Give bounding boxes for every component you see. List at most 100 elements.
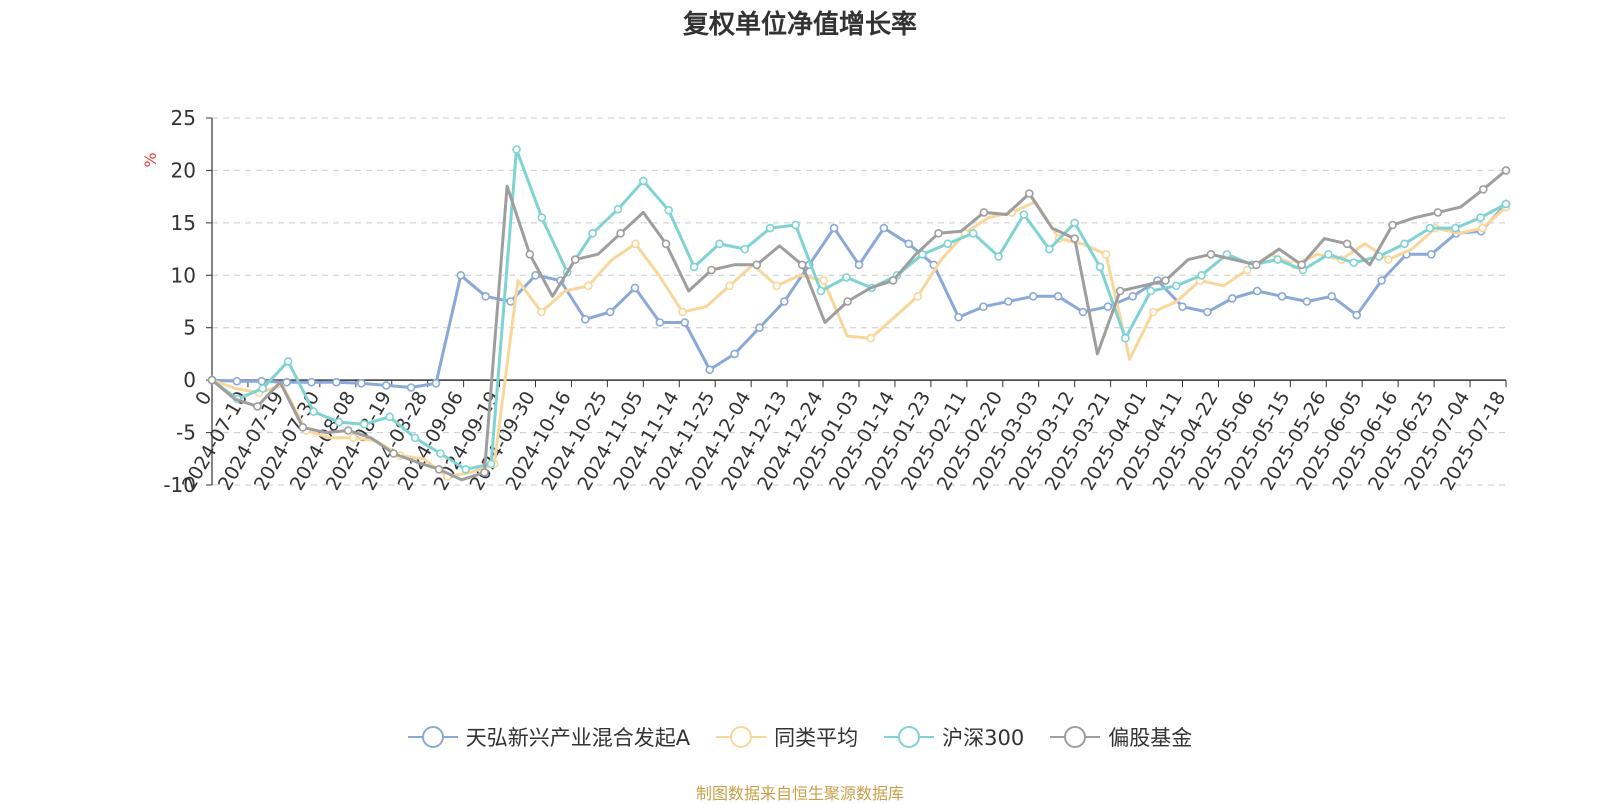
series-point-3 xyxy=(1433,208,1443,217)
series-point-3 xyxy=(1501,166,1511,175)
series-point-3 xyxy=(480,468,489,477)
series-point-0 xyxy=(1377,276,1386,285)
series-point-2 xyxy=(1095,262,1105,272)
series-point-0 xyxy=(1352,310,1361,320)
series-point-2 xyxy=(1324,250,1333,259)
series-point-0 xyxy=(779,297,789,306)
series-point-0 xyxy=(1228,294,1237,303)
series-point-3 xyxy=(389,449,398,458)
series-point-0 xyxy=(655,318,665,327)
series-point-0 xyxy=(1103,302,1113,312)
series-point-3 xyxy=(661,239,671,249)
legend: 天弘新兴产业混合发起A 同类平均 沪深300 偏股基金 xyxy=(0,722,1600,752)
series-point-2 xyxy=(1146,286,1156,296)
series-point-1 xyxy=(1384,255,1393,264)
series-point-3 xyxy=(616,229,625,238)
series-point-0 xyxy=(680,318,690,327)
series-point-0 xyxy=(506,297,515,306)
series-point-2 xyxy=(689,262,699,272)
series-point-0 xyxy=(1053,291,1063,301)
source-note: 制图数据来自恒生聚源数据库 xyxy=(695,784,904,803)
series-point-0 xyxy=(431,378,441,388)
series-point-3 xyxy=(888,276,898,285)
legend-line-icon xyxy=(884,726,935,748)
series-point-2 xyxy=(994,252,1003,261)
series-point-0 xyxy=(755,323,764,333)
y-tick-label: 20 xyxy=(171,158,196,182)
series-point-3 xyxy=(979,208,989,217)
series-point-2 xyxy=(486,459,496,469)
series-point-3 xyxy=(707,265,716,275)
chart-title: 复权单位净值增长率 xyxy=(682,10,917,40)
series-point-2 xyxy=(283,356,293,366)
series-point-0 xyxy=(904,239,914,249)
series-point-1 xyxy=(772,281,782,291)
legend-line-icon xyxy=(1050,726,1101,748)
series-point-3 xyxy=(1297,260,1306,270)
legend-label: 天弘新兴产业混合发起A xyxy=(465,726,691,750)
series-point-0 xyxy=(1302,297,1312,306)
series-point-0 xyxy=(356,378,366,388)
series-point-2 xyxy=(740,244,750,254)
series-point-3 xyxy=(343,426,353,435)
series-point-0 xyxy=(1277,291,1287,301)
series-point-0 xyxy=(531,270,540,280)
series-point-0 xyxy=(705,365,715,375)
series-point-3 xyxy=(1342,239,1352,249)
series-point-2 xyxy=(334,417,344,427)
series-point-2 xyxy=(1019,210,1029,219)
series-point-2 xyxy=(1425,223,1435,233)
y-tick-label: 0 xyxy=(183,368,196,392)
series-line-3 xyxy=(211,169,1507,482)
series-point-1 xyxy=(1242,265,1252,275)
legend-item[interactable]: 沪深300 xyxy=(884,722,1024,752)
series-point-0 xyxy=(1427,250,1436,259)
series-point-0 xyxy=(1028,291,1038,301)
series-point-3 xyxy=(934,229,943,238)
series-point-3 xyxy=(1070,234,1079,243)
legend-item[interactable]: 偏股基金 xyxy=(1050,722,1192,752)
series-point-3 xyxy=(434,464,444,474)
legend-item[interactable]: 天弘新兴产业混合发起A xyxy=(407,722,691,752)
series-point-1 xyxy=(537,307,546,317)
series-point-2 xyxy=(715,239,724,249)
y-tick-label: 25 xyxy=(171,106,196,130)
series-point-2 xyxy=(1451,223,1460,233)
series-point-0 xyxy=(406,383,416,392)
series-point-2 xyxy=(309,407,318,416)
series-point-2 xyxy=(385,412,394,422)
series-point-0 xyxy=(232,376,242,386)
y-tick-label: 10 xyxy=(171,263,196,287)
series-point-1 xyxy=(866,333,876,343)
series-layer xyxy=(207,145,1511,482)
series-point-1 xyxy=(913,291,923,301)
series-point-2 xyxy=(841,273,851,282)
grid-layer xyxy=(212,117,1506,486)
series-point-3 xyxy=(797,260,807,270)
legend-label: 偏股基金 xyxy=(1108,726,1193,750)
series-point-2 xyxy=(791,220,800,230)
series-point-3 xyxy=(1115,286,1125,296)
legend-item[interactable]: 同类平均 xyxy=(716,722,858,752)
legend-label: 沪深300 xyxy=(942,726,1025,750)
series-point-3 xyxy=(525,250,535,259)
series-point-0 xyxy=(332,377,341,387)
series-point-0 xyxy=(829,223,839,233)
series-point-0 xyxy=(630,283,640,293)
series-line-1 xyxy=(211,200,1507,479)
series-point-2 xyxy=(613,204,623,214)
series-point-2 xyxy=(359,419,369,429)
series-point-2 xyxy=(461,464,471,474)
series-point-0 xyxy=(580,314,590,324)
series-point-3 xyxy=(207,375,217,385)
series-point-0 xyxy=(307,377,316,387)
series-point-0 xyxy=(730,349,739,359)
series-point-0 xyxy=(282,377,292,387)
series-point-0 xyxy=(854,260,864,270)
series-point-2 xyxy=(1400,239,1409,249)
series-point-2 xyxy=(664,206,674,215)
series-point-0 xyxy=(1128,291,1137,301)
series-point-2 xyxy=(512,145,521,154)
series-point-3 xyxy=(253,402,262,411)
series-point-2 xyxy=(1121,333,1130,343)
